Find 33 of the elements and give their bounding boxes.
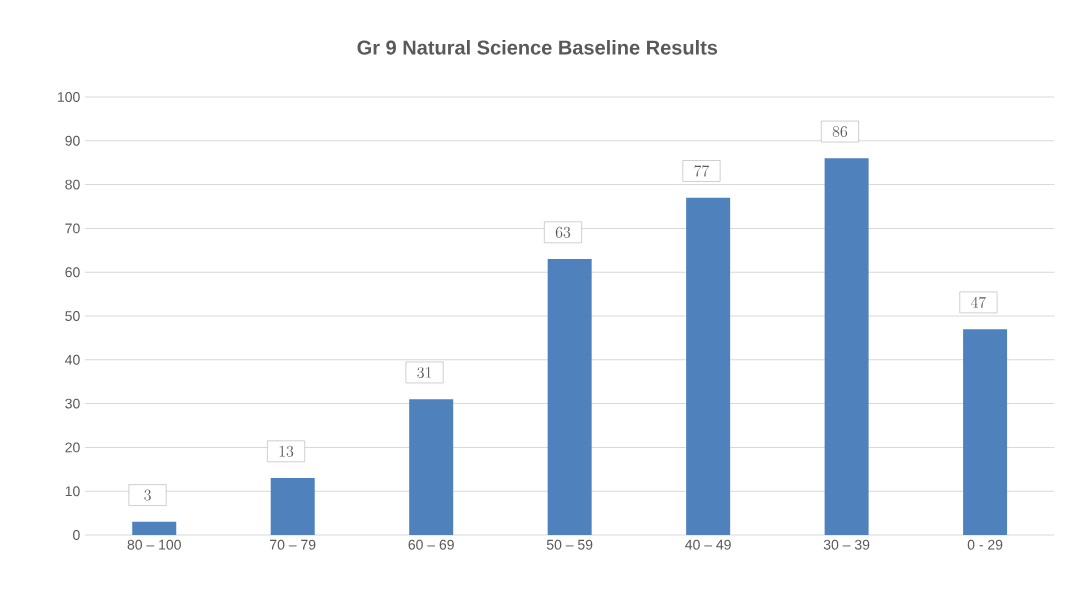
x-tick-label: 50 – 59: [546, 539, 593, 550]
y-tick-label: 70: [65, 223, 80, 234]
bar: [824, 158, 869, 535]
y-tick-label: 60: [65, 267, 80, 278]
y-tick-label: 20: [65, 442, 80, 453]
x-tick-label: 0 - 29: [967, 539, 1003, 550]
x-tick-label: 80 – 100: [127, 539, 181, 550]
bar: [409, 399, 454, 535]
bar: [686, 197, 731, 535]
y-tick-label: 40: [65, 354, 80, 365]
x-tick-label: 30 – 39: [823, 539, 870, 550]
data-label: 3: [144, 489, 151, 501]
y-tick-label: 100: [58, 92, 80, 102]
bar: [132, 521, 177, 535]
y-tick-label: 80: [65, 179, 80, 190]
data-label: 13: [279, 445, 294, 457]
data-label: 47: [971, 296, 987, 308]
x-tick-label: 40 – 49: [685, 539, 731, 550]
y-tick-label: 10: [65, 486, 80, 497]
x-tick-label: 60 – 69: [408, 539, 454, 550]
y-tick-label: 30: [65, 398, 80, 409]
bar: [963, 329, 1008, 535]
y-tick-label: 90: [65, 135, 80, 146]
y-tick-label: 0: [73, 530, 80, 540]
data-label: 86: [832, 126, 848, 138]
x-tick-label: 70 – 79: [270, 539, 316, 550]
chart-title: Gr 9 Natural Science Baseline Results: [357, 39, 718, 55]
bar: [270, 478, 315, 535]
y-tick-label: 50: [65, 311, 80, 321]
bar: [547, 259, 592, 535]
data-label: 63: [555, 226, 571, 238]
data-label: 31: [417, 366, 432, 378]
data-label: 77: [694, 165, 710, 177]
